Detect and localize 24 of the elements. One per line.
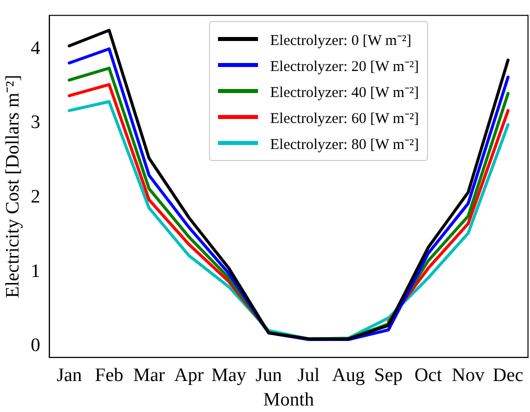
x-tick-label: Oct bbox=[414, 364, 443, 386]
y-tick-label: 4 bbox=[30, 38, 41, 59]
y-tick-label: 3 bbox=[30, 112, 40, 134]
x-tick-label: Nov bbox=[452, 364, 486, 386]
y-axis-title: Electricity Cost [Dollars m⁻²] bbox=[2, 74, 24, 298]
x-tick-label: Jan bbox=[56, 364, 82, 386]
legend-label: Electrolyzer: 0 [W m⁻²] bbox=[270, 32, 412, 50]
x-tick-label: Aug bbox=[332, 364, 366, 386]
legend-label: Electrolyzer: 80 [W m⁻²] bbox=[270, 136, 419, 154]
x-tick-label: Apr bbox=[174, 364, 204, 386]
x-tick-label: Dec bbox=[492, 364, 524, 386]
legend-label: Electrolyzer: 40 [W m⁻²] bbox=[270, 84, 419, 102]
x-tick-label: Jun bbox=[256, 364, 282, 386]
x-tick-label: Feb bbox=[94, 364, 124, 386]
x-axis-title: Month bbox=[263, 390, 314, 411]
x-tick-label: Sep bbox=[374, 364, 403, 386]
y-tick-label: 2 bbox=[30, 186, 40, 208]
x-tick-label: May bbox=[211, 364, 247, 386]
legend-label: Electrolyzer: 20 [W m⁻²] bbox=[270, 58, 419, 76]
x-tick-label: Mar bbox=[133, 364, 166, 386]
y-tick-label: 0 bbox=[30, 335, 40, 356]
y-tick-label: 1 bbox=[30, 260, 40, 282]
x-tick-label: Jul bbox=[298, 364, 320, 386]
legend-label: Electrolyzer: 60 [W m⁻²] bbox=[270, 110, 419, 128]
